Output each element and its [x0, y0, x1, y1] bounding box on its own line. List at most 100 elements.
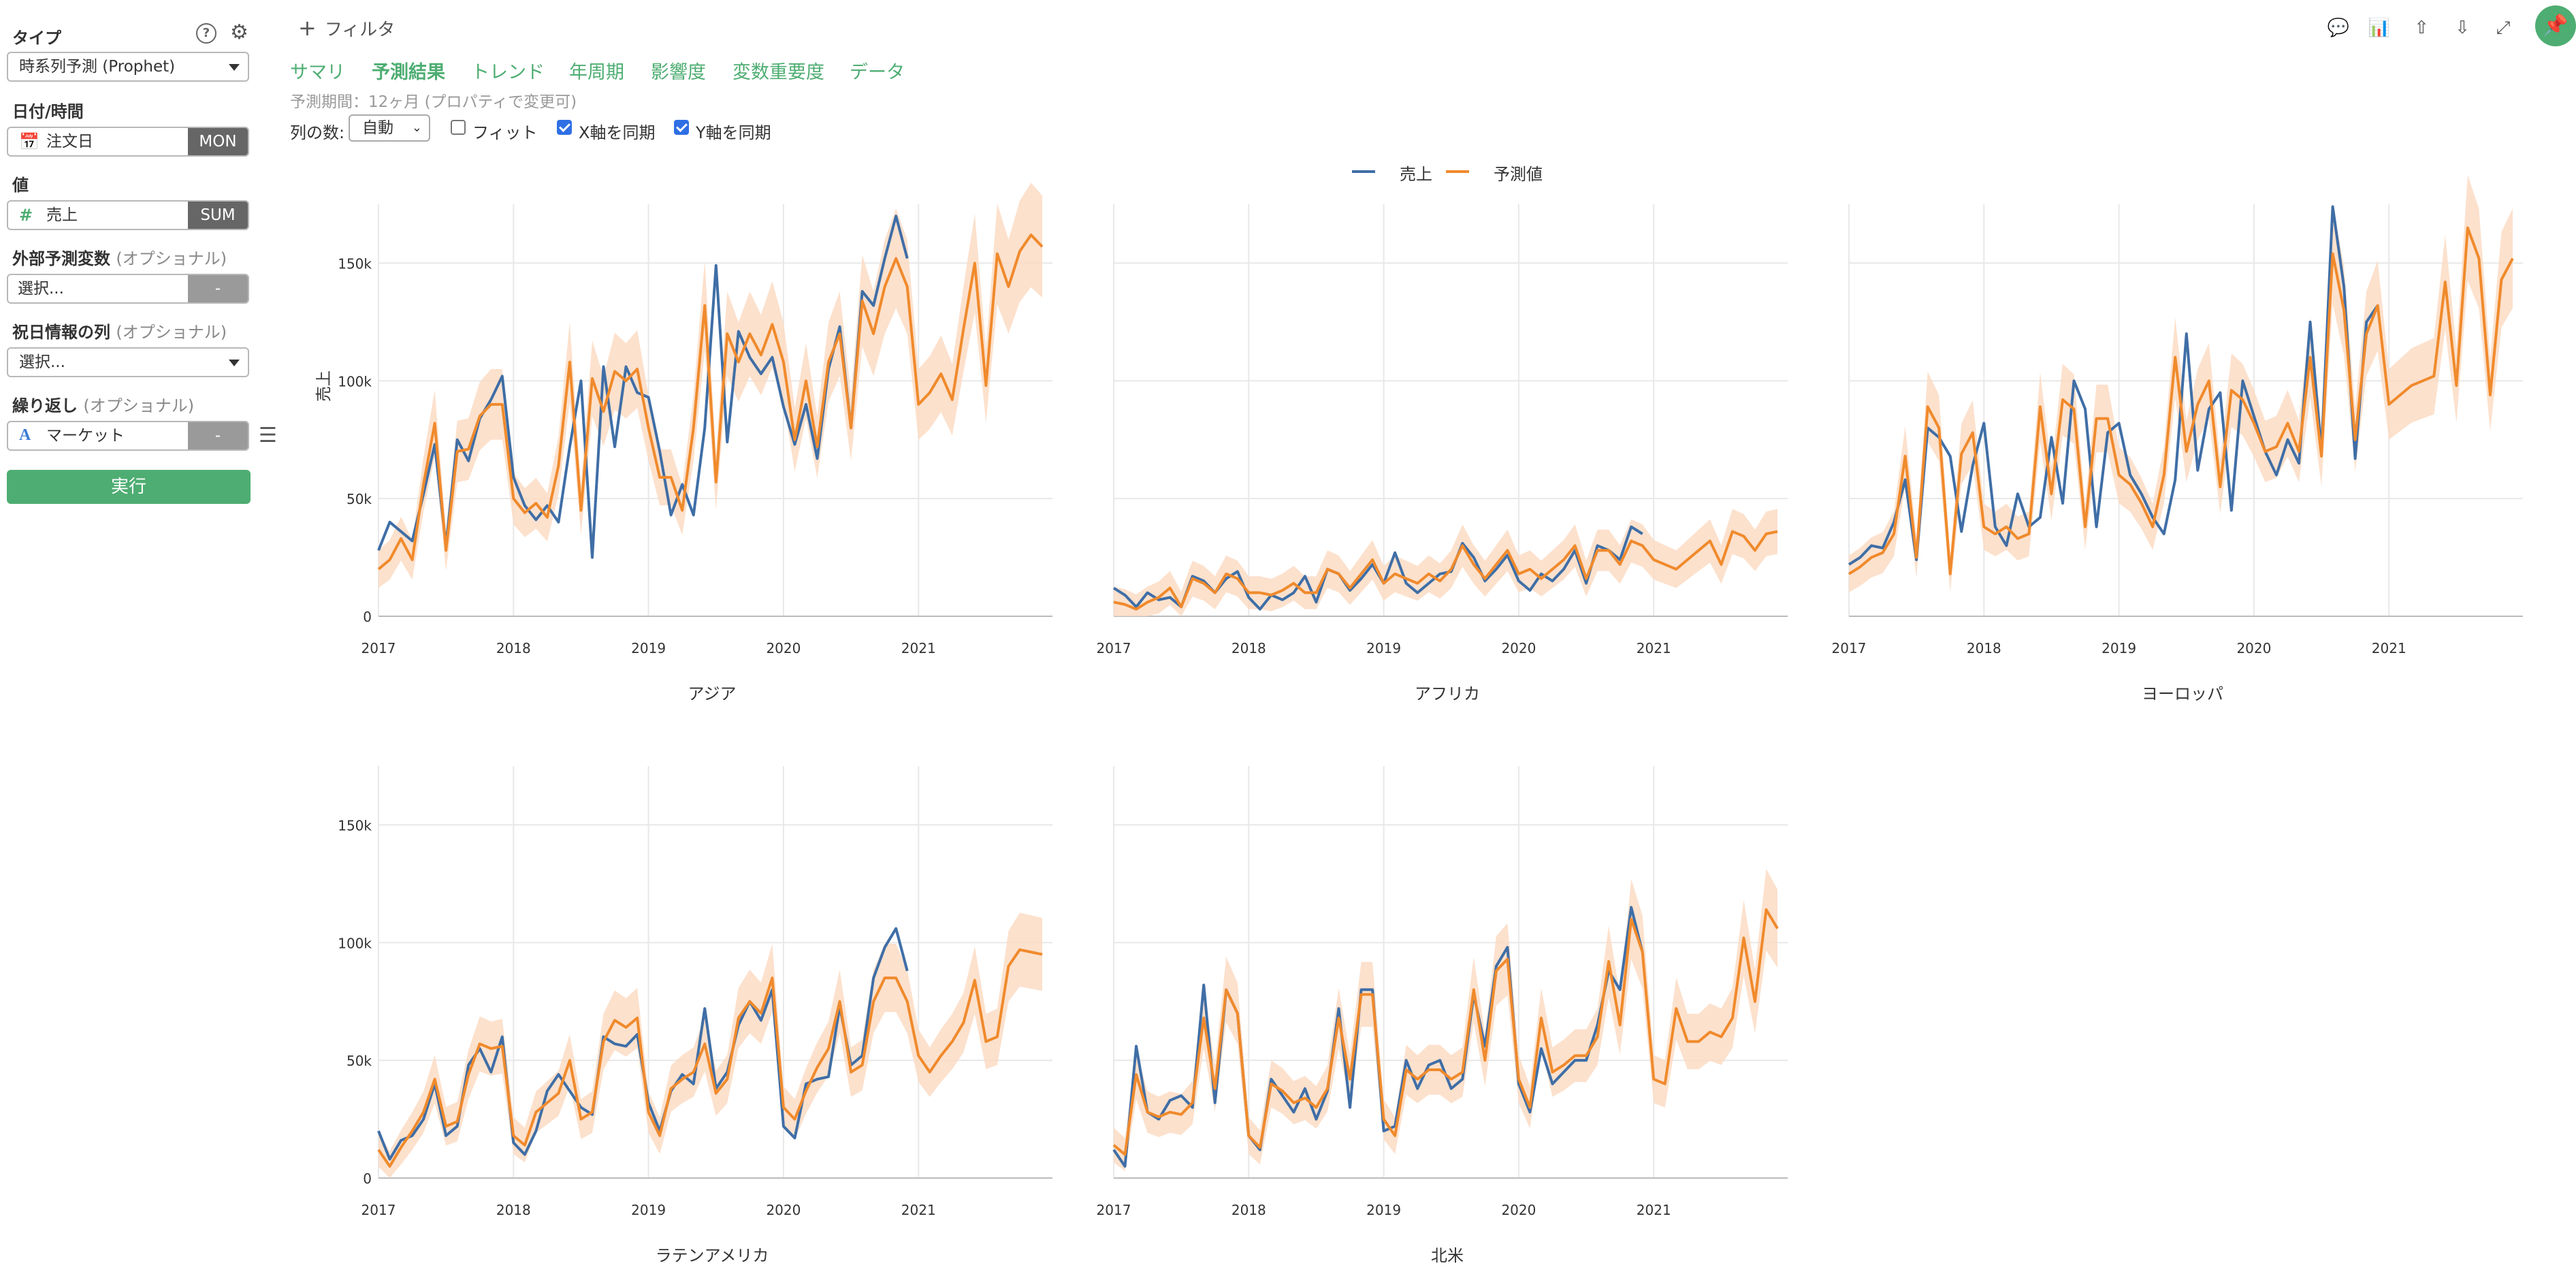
- legend-forecast-label: 予測値: [1494, 165, 1543, 184]
- x-tick-label: 2019: [631, 640, 666, 656]
- pin-icon[interactable]: 📌: [2535, 5, 2576, 46]
- x-tick-label: 2019: [2102, 640, 2136, 656]
- series-line-forecast: [377, 233, 1044, 571]
- text-type-icon: A: [19, 426, 31, 444]
- x-tick-label: 2017: [1097, 640, 1131, 656]
- tab-importance[interactable]: 変数重要度: [732, 62, 824, 83]
- date-agg-button[interactable]: MON: [188, 128, 248, 155]
- legend-forecast-swatch: [1446, 170, 1469, 173]
- value-field[interactable]: # 売上 SUM: [7, 200, 249, 230]
- sync-x-checkbox[interactable]: [557, 120, 572, 135]
- panel-title: ヨーロッパ: [2142, 684, 2223, 703]
- chevron-down-icon: [229, 360, 240, 366]
- x-tick-label: 2017: [1832, 640, 1867, 656]
- chevron-down-icon: [229, 64, 240, 71]
- sync-y-label: Y軸を同期: [696, 123, 771, 142]
- value-label: 値: [12, 176, 29, 195]
- holiday-select[interactable]: 選択...: [7, 347, 249, 377]
- holiday-label-text: 祝日情報の列: [12, 323, 110, 342]
- x-tick-label: 2019: [631, 1202, 666, 1218]
- tab-summary[interactable]: サマリ: [290, 62, 345, 83]
- sync-x-label: X軸を同期: [579, 123, 656, 142]
- forecast-band: [1114, 868, 1777, 1171]
- value-field-name: 売上: [46, 206, 78, 224]
- tab-yearly[interactable]: 年周期: [569, 62, 624, 83]
- repeat-agg-button[interactable]: -: [188, 422, 248, 449]
- holiday-label: 祝日情報の列 (オプショナル): [12, 319, 227, 343]
- sync-y-checkbox[interactable]: [674, 120, 689, 135]
- ext-agg-button[interactable]: -: [188, 275, 248, 302]
- holiday-optional: (オプショナル): [116, 323, 227, 342]
- x-tick-label: 2020: [766, 1202, 801, 1218]
- x-tick-label: 2019: [1366, 1202, 1401, 1218]
- y-tick-label: 0: [363, 1171, 372, 1187]
- help-icon[interactable]: ?: [196, 23, 216, 44]
- legend-actual-swatch: [1352, 170, 1375, 173]
- x-tick-label: 2020: [2236, 640, 2271, 656]
- holiday-select-value: 選択...: [19, 353, 65, 371]
- tab-trend[interactable]: トレンド: [471, 62, 545, 83]
- filter-button[interactable]: + フィルタ: [298, 15, 395, 41]
- ext-optional: (オプショナル): [116, 249, 227, 268]
- y-tick-label: 150k: [338, 255, 372, 272]
- x-tick-label: 2021: [1637, 1202, 1671, 1218]
- x-tick-label: 2019: [1366, 640, 1401, 656]
- run-button[interactable]: 実行: [7, 470, 251, 504]
- chart-settings-icon[interactable]: 📊: [2368, 18, 2391, 38]
- x-tick-label: 2018: [1231, 640, 1266, 656]
- x-tick-label: 2018: [496, 1202, 531, 1218]
- x-tick-label: 2020: [1501, 1202, 1536, 1218]
- y-tick-label: 50k: [347, 1053, 372, 1069]
- date-field[interactable]: 📅 注文日 MON: [7, 127, 249, 157]
- upload-icon[interactable]: ⇧: [2414, 18, 2429, 38]
- x-tick-label: 2021: [2372, 640, 2406, 656]
- series-line-forecast: [1848, 226, 2514, 575]
- y-tick-label: 100k: [338, 935, 372, 951]
- repeat-optional: (オプショナル): [83, 396, 195, 415]
- number-icon: #: [19, 206, 33, 225]
- menu-icon[interactable]: ☰: [259, 424, 277, 447]
- type-select-value: 時系列予測 (Prophet): [19, 58, 176, 76]
- cols-label: 列の数:: [290, 123, 345, 142]
- panel-title: アジア: [688, 684, 736, 703]
- fit-label: フィット: [472, 123, 538, 142]
- date-field-name: 注文日: [46, 133, 93, 150]
- filter-label: フィルタ: [324, 20, 396, 40]
- value-agg-button[interactable]: SUM: [188, 202, 248, 229]
- ext-label-text: 外部予測変数: [12, 249, 110, 268]
- cols-select[interactable]: 自動 ⌄: [349, 114, 430, 142]
- y-tick-label: 50k: [347, 491, 372, 507]
- panel-title: 北米: [1431, 1246, 1464, 1265]
- repeat-field-name: マーケット: [46, 427, 125, 445]
- download-icon[interactable]: ⇩: [2455, 18, 2470, 38]
- tab-impact[interactable]: 影響度: [651, 62, 706, 83]
- x-tick-label: 2018: [1231, 1202, 1266, 1218]
- gear-icon[interactable]: ⚙: [230, 20, 248, 44]
- x-tick-label: 2018: [1967, 640, 2001, 656]
- expand-icon[interactable]: ⤢: [2496, 18, 2511, 38]
- x-tick-label: 2021: [901, 640, 936, 656]
- tab-data[interactable]: データ: [850, 62, 905, 83]
- ext-field[interactable]: 選択... -: [7, 274, 249, 304]
- fit-checkbox[interactable]: [451, 120, 466, 135]
- tab-forecast-result[interactable]: 予測結果: [372, 62, 445, 83]
- forecast-band: [1849, 174, 2513, 592]
- x-tick-label: 2020: [1501, 640, 1536, 656]
- y-tick-label: 0: [363, 609, 372, 625]
- x-tick-label: 2020: [766, 640, 801, 656]
- x-tick-label: 2021: [901, 1202, 936, 1218]
- x-tick-label: 2021: [1637, 640, 1671, 656]
- series-line-actual: [1848, 205, 2379, 566]
- x-tick-label: 2017: [361, 640, 396, 656]
- repeat-field[interactable]: A マーケット -: [7, 421, 249, 451]
- comment-icon[interactable]: 💬: [2327, 18, 2350, 38]
- ext-field-value: 選択...: [18, 280, 64, 298]
- x-tick-label: 2017: [1097, 1202, 1131, 1218]
- panel-title: ラテンアメリカ: [656, 1246, 769, 1265]
- forecast-band: [1114, 509, 1777, 616]
- repeat-label: 繰り返し (オプショナル): [12, 392, 194, 416]
- series-line-forecast: [377, 948, 1043, 1168]
- type-label: タイプ: [12, 29, 61, 48]
- type-select[interactable]: 時系列予測 (Prophet): [7, 52, 249, 82]
